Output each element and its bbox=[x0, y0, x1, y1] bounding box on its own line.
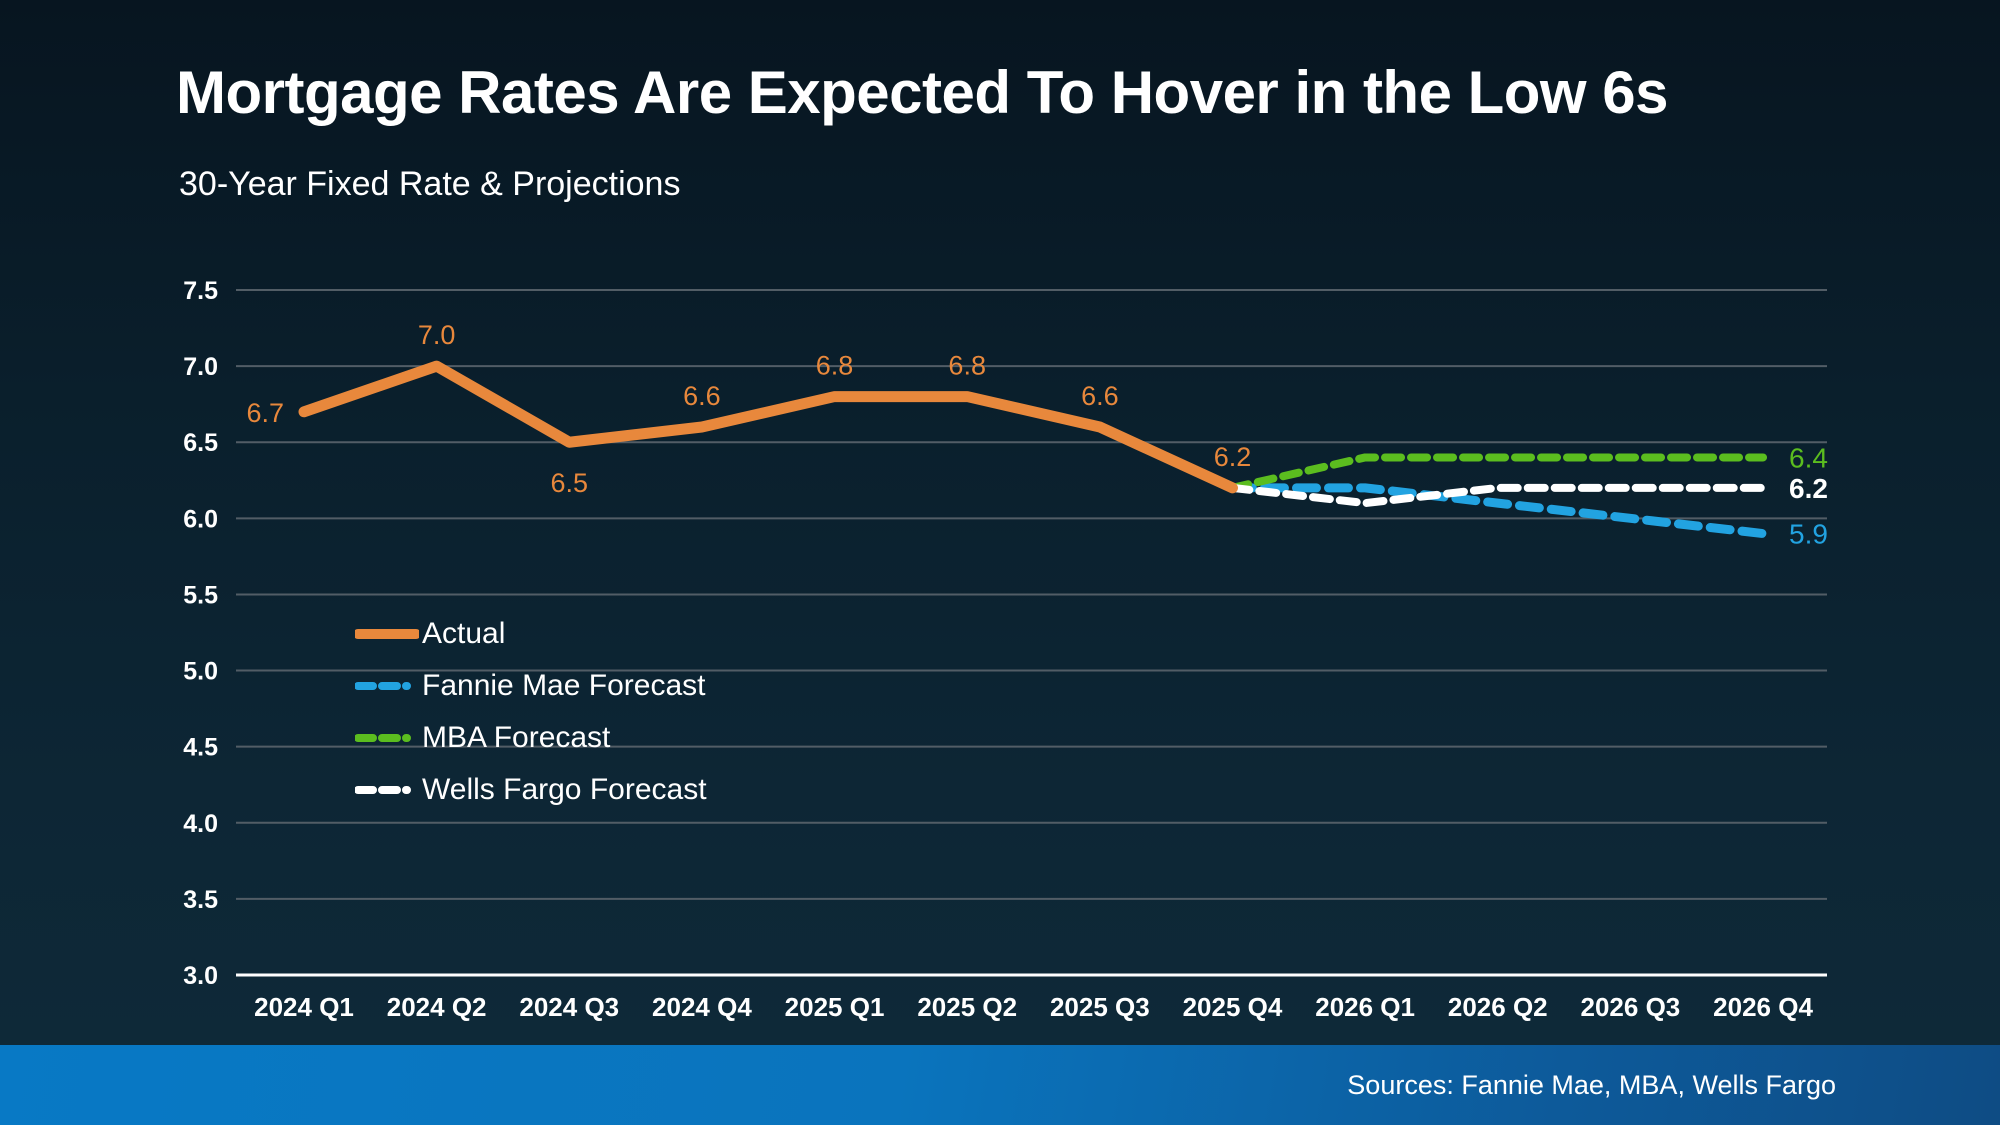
legend-item-fannie-mae-forecast: Fannie Mae Forecast bbox=[355, 660, 707, 712]
legend-swatch-dashed-line-icon bbox=[355, 682, 419, 690]
legend-item-mba-forecast: MBA Forecast bbox=[355, 712, 707, 764]
legend-label: Wells Fargo Forecast bbox=[422, 773, 707, 806]
x-tick-label: 2026 Q2 bbox=[1448, 992, 1548, 1022]
series-line-actual bbox=[298, 360, 1238, 494]
legend-swatch-solid-line-icon bbox=[355, 629, 419, 639]
y-tick-label: 4.0 bbox=[183, 810, 218, 838]
footer-bar: Sources: Fannie Mae, MBA, Wells Fargo bbox=[0, 1045, 2000, 1125]
end-value-label: 6.4 bbox=[1789, 442, 1828, 473]
y-tick-label: 7.0 bbox=[183, 353, 218, 381]
x-tick-label: 2024 Q4 bbox=[652, 992, 752, 1022]
x-tick-label: 2025 Q4 bbox=[1183, 992, 1283, 1022]
x-tick-label: 2025 Q2 bbox=[917, 992, 1017, 1022]
point-label: 6.6 bbox=[1081, 381, 1119, 411]
x-tick-label: 2025 Q1 bbox=[785, 992, 885, 1022]
x-tick-label: 2024 Q2 bbox=[387, 992, 487, 1022]
sources-text: Sources: Fannie Mae, MBA, Wells Fargo bbox=[1347, 1070, 1836, 1100]
x-tick-label: 2026 Q4 bbox=[1713, 992, 1813, 1022]
x-tick-label: 2024 Q3 bbox=[519, 992, 619, 1022]
point-label: 6.6 bbox=[683, 381, 721, 411]
point-label: 6.8 bbox=[816, 351, 854, 381]
y-tick-label: 6.5 bbox=[183, 429, 218, 457]
point-label: 6.5 bbox=[551, 468, 589, 498]
legend-label: Actual bbox=[422, 617, 506, 650]
legend-label: MBA Forecast bbox=[422, 721, 611, 754]
x-tick-label: 2026 Q3 bbox=[1581, 992, 1681, 1022]
chart-subtitle: 30-Year Fixed Rate & Projections bbox=[179, 165, 681, 203]
point-label: 6.7 bbox=[246, 398, 284, 428]
x-tick-label: 2025 Q3 bbox=[1050, 992, 1150, 1022]
point-label: 6.8 bbox=[948, 351, 986, 381]
x-tick-label: 2024 Q1 bbox=[254, 992, 354, 1022]
series-line-fannie-mae-forecast bbox=[1227, 483, 1768, 539]
legend-item-wells-fargo-forecast: Wells Fargo Forecast bbox=[355, 764, 707, 816]
legend-label: Fannie Mae Forecast bbox=[422, 669, 706, 702]
y-tick-label: 5.5 bbox=[183, 581, 218, 609]
y-tick-label: 7.5 bbox=[183, 277, 218, 305]
x-tick-label: 2026 Q1 bbox=[1315, 992, 1415, 1022]
legend-swatch-dashed-line-icon bbox=[355, 786, 419, 794]
chart-legend: Actual Fannie Mae Forecast MBA Forecast Wel… bbox=[355, 608, 707, 816]
y-tick-label: 3.0 bbox=[183, 962, 218, 990]
y-tick-label: 6.0 bbox=[183, 505, 218, 533]
series-line-wells-fargo-forecast bbox=[1228, 483, 1768, 508]
end-value-label: 6.2 bbox=[1789, 473, 1828, 504]
legend-swatch-dashed-line-icon bbox=[355, 734, 419, 742]
chart-title: Mortgage Rates Are Expected To Hover in … bbox=[176, 59, 1669, 126]
y-tick-label: 4.5 bbox=[183, 734, 218, 762]
series-line-mba-forecast bbox=[1228, 453, 1768, 492]
y-tick-label: 3.5 bbox=[183, 886, 218, 914]
y-tick-label: 5.0 bbox=[183, 658, 218, 686]
point-label: 6.2 bbox=[1214, 442, 1252, 472]
legend-item-actual: Actual bbox=[355, 608, 707, 660]
end-value-label: 5.9 bbox=[1789, 519, 1828, 550]
point-label: 7.0 bbox=[418, 320, 456, 350]
